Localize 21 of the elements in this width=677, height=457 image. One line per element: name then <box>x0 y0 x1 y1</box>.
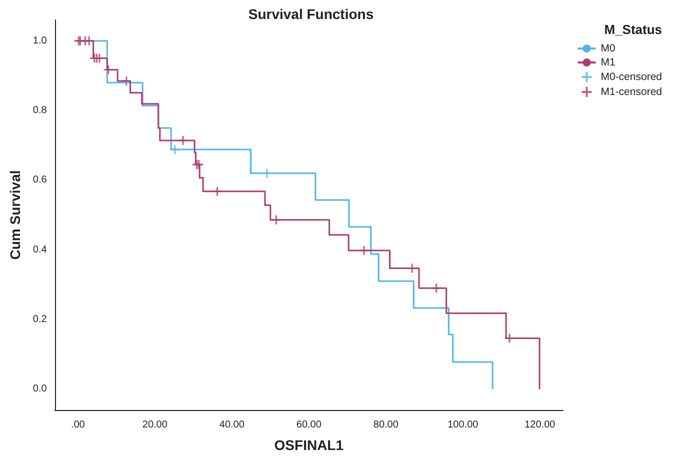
legend-label: M1-censored <box>600 86 662 98</box>
x-tick-label: 100.00 <box>448 420 479 430</box>
x-tick-label: 40.00 <box>219 420 245 430</box>
x-tick-label: 60.00 <box>296 420 322 430</box>
x-tick-label: .00 <box>70 420 86 430</box>
y-tick-label: 0.4 <box>32 244 48 256</box>
legend-label: M1 <box>600 56 616 68</box>
legend-label: M0-censored <box>600 71 662 83</box>
x-tick-label: 80.00 <box>373 420 399 430</box>
y-axis-title: Cum Survival <box>7 170 23 260</box>
y-tick-label: 0.6 <box>32 174 48 186</box>
legend-title: M_Status <box>604 22 662 37</box>
y-tick-label: 1.0 <box>32 35 48 46</box>
legend-label: M0 <box>600 42 616 54</box>
x-tick-label: 20.00 <box>142 420 168 430</box>
y-tick-label: 0.8 <box>32 105 48 116</box>
y-tick-label: 0.2 <box>32 314 48 325</box>
x-axis-title: OSFINAL1 <box>274 437 344 453</box>
y-tick-label: 0.0 <box>32 384 48 395</box>
x-tick-label: 120.00 <box>524 420 556 430</box>
chart-title: Survival Functions <box>248 6 374 22</box>
